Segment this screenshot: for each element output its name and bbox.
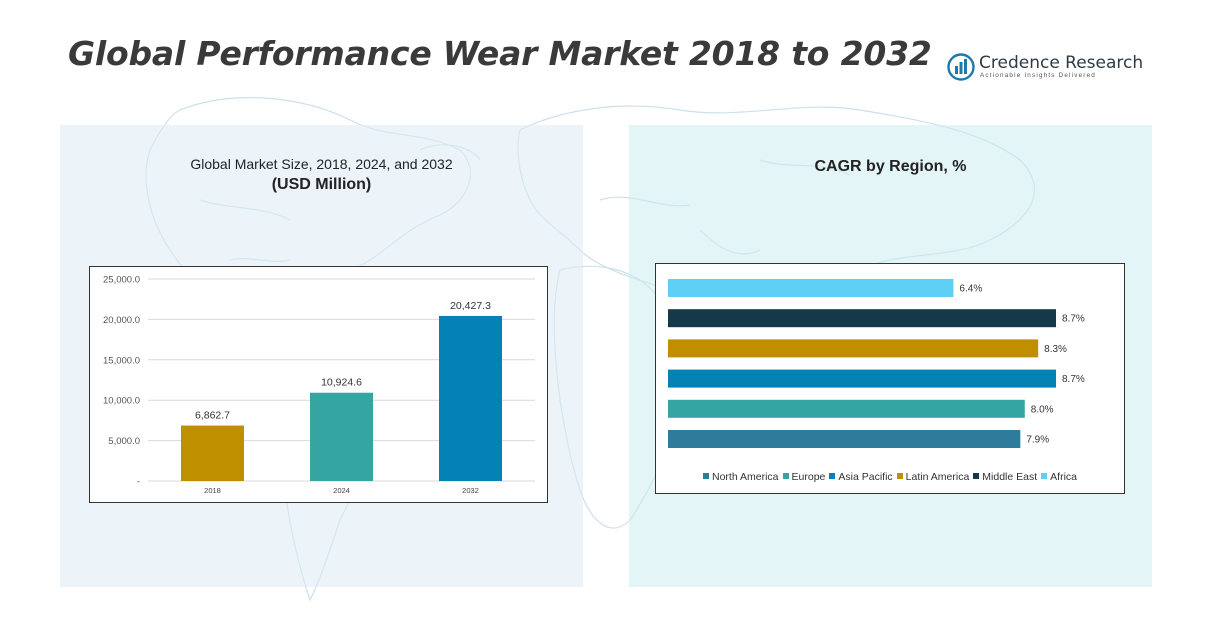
bar-value-label: 20,427.3: [450, 300, 491, 312]
legend-label: Latin America: [905, 471, 970, 483]
y-tick-label: 10,000.0: [103, 396, 140, 407]
cagr-panel: CAGR by Region, % 7.9% 8.0% 8.7% 8.3% 8.7% 6.…: [629, 125, 1152, 587]
cagr-title: CAGR by Region, %: [814, 158, 967, 175]
brand-logo: Credence Research Actionable Insights De…: [947, 52, 1143, 84]
cagr-chart-svg: 7.9% 8.0% 8.7% 8.3% 8.7% 6.4%: [668, 279, 1085, 448]
legend-item: Africa: [1041, 471, 1077, 483]
cagr-value-label: 6.4%: [959, 284, 982, 295]
cagr-bar-middle-east: [668, 309, 1056, 328]
legend-item: Asia Pacific: [829, 471, 893, 483]
bar-2018: [181, 425, 244, 481]
x-tick-label: 2032: [462, 486, 479, 495]
market-size-title: Global Market Size, 2018, 2024, and 2032: [190, 156, 453, 172]
bar-2032: [439, 315, 502, 481]
y-tick-label: -: [137, 477, 140, 488]
cagr-bar-africa: [668, 279, 954, 297]
market-size-chart: - 5,000.0 10,000.0 15,000.0 20,000.0 25,000.0…: [89, 266, 548, 503]
legend-swatch: [782, 473, 789, 479]
logo-tagline: Actionable Insights Delivered: [980, 72, 1097, 79]
x-tick-label: 2024: [333, 486, 350, 495]
x-tick-label: 2018: [204, 486, 221, 495]
cagr-value-label: 8.0%: [1031, 404, 1054, 415]
market-size-subtitle: (USD Million): [271, 176, 372, 193]
cagr-chart: 7.9% 8.0% 8.7% 8.3% 8.7% 6.4% North America Eu…: [655, 263, 1125, 494]
legend-item: North America: [703, 471, 779, 483]
cagr-value-label: 7.9%: [1026, 435, 1049, 446]
legend-item: Middle East: [973, 471, 1037, 483]
market-size-chart-svg: - 5,000.0 10,000.0 15,000.0 20,000.0 25,000.0…: [103, 275, 535, 495]
cagr-bar-north-america: [668, 430, 1021, 448]
legend-swatch: [973, 473, 980, 479]
y-tick-label: 20,000.0: [103, 315, 140, 326]
cagr-value-label: 8.3%: [1044, 344, 1067, 355]
legend-swatch: [703, 473, 709, 479]
legend-label: Africa: [1050, 471, 1077, 483]
bar-value-label: 6,862.7: [195, 410, 230, 422]
bar-2024: [310, 392, 373, 481]
y-tick-label: 25,000.0: [103, 275, 140, 286]
legend-item: Europe: [782, 471, 826, 483]
cagr-bar-asia-pacific: [668, 369, 1056, 388]
logo-name: Credence Research: [979, 53, 1144, 73]
cagr-bar-latin-america: [668, 339, 1039, 358]
y-tick-label: 15,000.0: [103, 355, 140, 366]
legend-swatch: [829, 473, 836, 479]
cagr-legend: North America Europe Asia Pacific Latin Ame…: [656, 471, 1124, 483]
cagr-value-label: 8.7%: [1062, 314, 1085, 325]
legend-label: Asia Pacific: [838, 471, 893, 483]
market-size-panel: Global Market Size, 2018, 2024, and 2032…: [60, 125, 583, 587]
legend-label: Europe: [791, 471, 826, 483]
bar-value-label: 10,924.6: [321, 377, 362, 389]
legend-label: Middle East: [982, 471, 1038, 483]
y-tick-label: 5,000.0: [108, 436, 140, 447]
cagr-value-label: 8.7%: [1062, 374, 1085, 385]
legend-swatch: [896, 473, 903, 479]
legend-label: North America: [712, 471, 779, 483]
cagr-bar-europe: [668, 399, 1025, 418]
page-title: Global Performance Wear Market 2018 to 2…: [68, 34, 932, 73]
legend-swatch: [1041, 473, 1048, 479]
legend-item: Latin America: [896, 471, 970, 483]
credence-logo-icon: [947, 53, 975, 81]
